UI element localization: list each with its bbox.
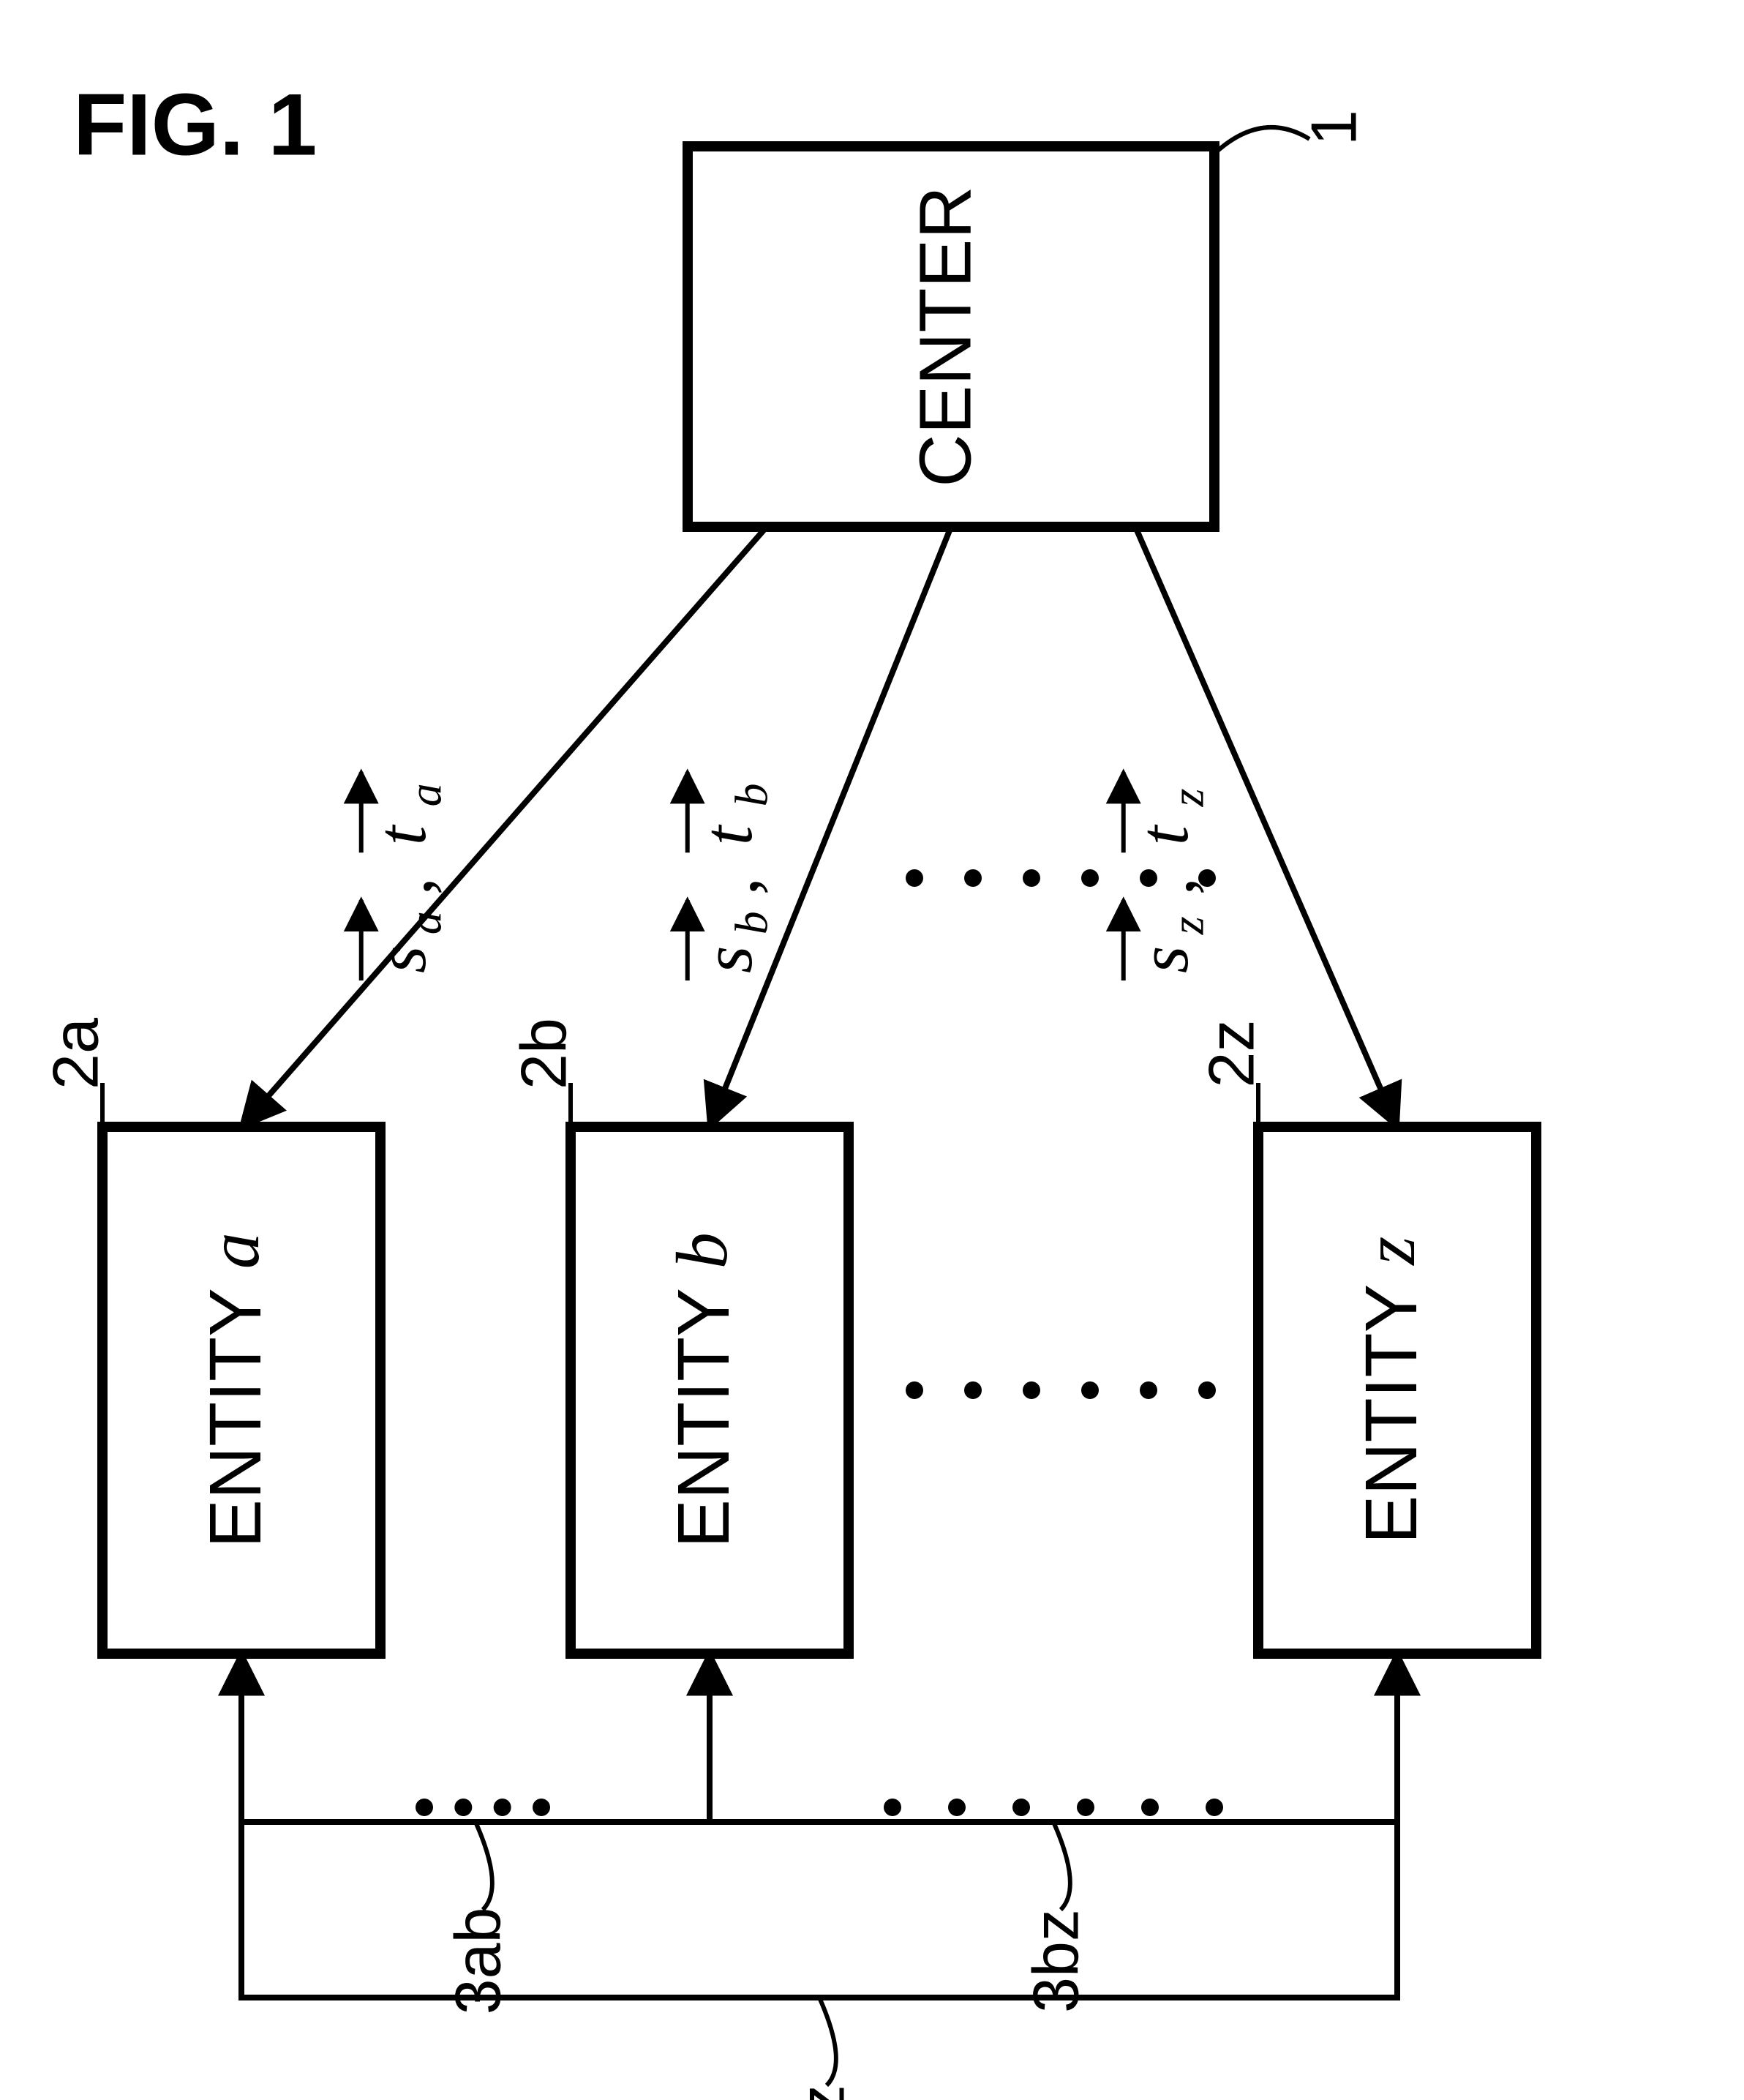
svg-text:a: a [399,783,451,806]
svg-text:a: a [399,911,451,934]
ref-label-entity_b: 2b [507,1018,579,1090]
svg-text:,: , [694,877,773,895]
ellipsis-dot [906,869,923,887]
node-label-entity_b: ENTITY b [661,1232,745,1548]
node-entity_a: ENTITY a 2a [39,1018,380,1654]
node-entity_b: ENTITY b 2b [507,1018,849,1654]
edge-entity_a-entity_b [241,1654,710,1822]
ref-label-entity_z: 2z [1195,1020,1267,1088]
svg-text:s: s [688,946,767,973]
svg-text:z: z [1161,916,1213,935]
svg-text:z: z [1161,788,1213,807]
ellipsis-dot [1012,1799,1030,1816]
ref-label-center: 1 [1297,110,1369,146]
ellipsis-dot [1140,1381,1157,1399]
ellipsis-dot [1141,1799,1159,1816]
ref-leader-3az [819,1998,836,2085]
ellipsis-dot [964,869,982,887]
node-label-entity_z: ENTITY z [1349,1237,1432,1544]
ref-leader-3bz [1053,1822,1070,1910]
edge-entity_a-entity_z [241,1654,1397,1998]
svg-text:,: , [368,877,446,895]
ellipsis-dot [1081,869,1099,887]
ellipsis-dot [884,1799,901,1816]
figure-title: FIG. 1 [73,76,317,174]
ref-label-entity_a: 2a [39,1018,111,1090]
svg-text:t: t [362,824,440,845]
node-label-center: CENTER [904,186,986,487]
ellipsis-dot [1198,1381,1216,1399]
ellipsis-dot [1140,869,1157,887]
edge-label-entity_a: sa,ta [361,772,451,980]
ellipsis-dot [906,1381,923,1399]
ellipsis-dot [1023,1381,1040,1399]
ref-leader-center [1214,127,1309,154]
ellipsis-dot [948,1799,966,1816]
ellipsis-dot [1198,869,1216,887]
ellipsis-dot [1081,1381,1099,1399]
ellipsis-dot [416,1799,433,1816]
edge-label-entity_b: sb,tb [688,772,778,980]
svg-text:b: b [725,911,777,934]
ellipsis-dot [454,1799,472,1816]
ellipsis-dot [964,1381,982,1399]
svg-text:t: t [688,824,767,845]
svg-text:b: b [725,783,777,806]
ellipsis-dot [494,1799,511,1816]
ellipsis-dot [1023,869,1040,887]
node-label-entity_a: ENTITY a [193,1232,277,1548]
edge-entity_b-entity_z [710,1654,1397,1822]
svg-text:t: t [1124,824,1203,845]
ref-leader-3ab [476,1822,492,1910]
ellipsis-dot [1206,1799,1223,1816]
node-center: CENTER 1 [688,110,1369,527]
ellipsis-dot [533,1799,550,1816]
ref-label-3az: 3az [785,2085,857,2100]
ellipsis-dot [1077,1799,1094,1816]
svg-text:s: s [1124,946,1203,973]
node-entity_z: ENTITY z 2z [1195,1020,1536,1654]
svg-text:s: s [362,946,440,973]
